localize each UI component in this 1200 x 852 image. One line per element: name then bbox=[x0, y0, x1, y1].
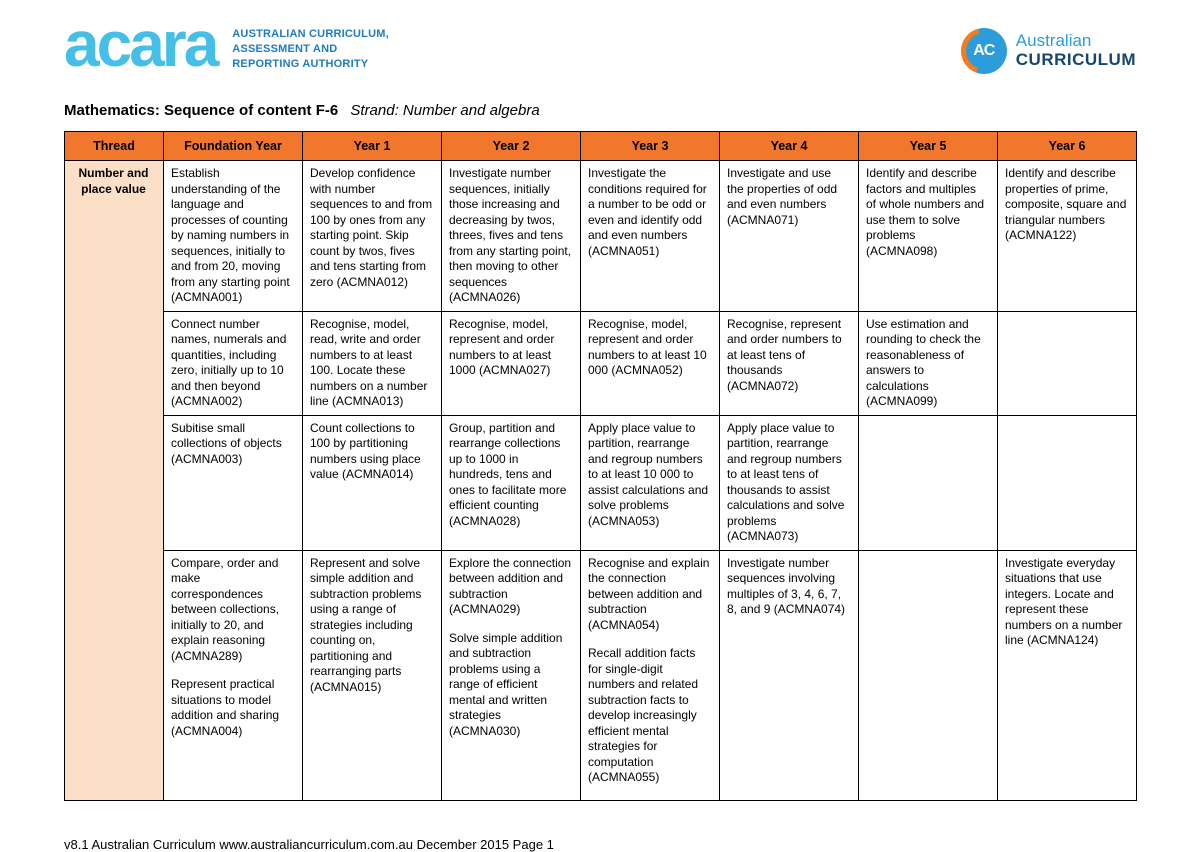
ac-logotype-line1: Australian bbox=[1015, 31, 1092, 51]
thread-cell: Number and place value bbox=[64, 160, 164, 801]
page-footer: v8.1 Australian Curriculum www.australia… bbox=[64, 836, 554, 852]
content-description: Establish understanding of the language … bbox=[171, 166, 290, 304]
table-cell: Investigate number sequences, initially … bbox=[441, 160, 581, 312]
content-description: Apply place value to partition, rearrang… bbox=[588, 420, 709, 528]
table-cell: Recognise, represent and order numbers t… bbox=[719, 310, 859, 416]
column-header-year-2: Year 2 bbox=[441, 131, 581, 161]
content-description: Count collections to 100 by partitioning… bbox=[310, 420, 421, 482]
table-row: Number and place value Establish underst… bbox=[64, 160, 1137, 801]
table-cell: Subitise small collections of objects (A… bbox=[163, 414, 303, 551]
content-description: Investigate the conditions required for … bbox=[588, 166, 707, 258]
column-header-thread: Thread bbox=[64, 131, 164, 161]
table-cell: Use estimation and rounding to check the… bbox=[858, 310, 998, 416]
table-header-row: Thread Foundation Year Year 1 Year 2 Yea… bbox=[64, 131, 1137, 161]
content-description: Develop confidence with number sequences… bbox=[310, 166, 433, 289]
table-cell: Recognise, model, represent and order nu… bbox=[441, 310, 581, 416]
table-row: Subitise small collections of objects (A… bbox=[65, 414, 1137, 551]
content-description: Use estimation and rounding to check the… bbox=[866, 316, 981, 409]
table-row: Compare, order and make correspondences … bbox=[65, 549, 1137, 801]
table-row: Connect number names, numerals and quant… bbox=[65, 310, 1137, 416]
table-cell: Connect number names, numerals and quant… bbox=[163, 310, 303, 416]
content-description: Investigate number sequences involving m… bbox=[727, 555, 846, 617]
column-header-year-4: Year 4 bbox=[719, 131, 859, 161]
column-header-foundation-year: Foundation Year bbox=[163, 131, 303, 161]
content-description: Represent and solve simple addition and … bbox=[310, 555, 422, 694]
content-description: Recognise, model, represent and order nu… bbox=[449, 316, 555, 378]
title-main: Mathematics: Sequence of content F-6 bbox=[64, 102, 339, 119]
table-cell: Identify and describe factors and multip… bbox=[858, 160, 998, 312]
table-cell-empty bbox=[997, 414, 1137, 551]
content-description: Recognise, represent and order numbers t… bbox=[727, 316, 842, 393]
content-description: Recognise, model, read, write and order … bbox=[310, 316, 428, 409]
acara-tagline: AUSTRALIAN CURRICULUM, ASSESSMENT AND RE… bbox=[232, 27, 389, 72]
thread-label: Number and place value bbox=[78, 166, 149, 196]
column-header-year-6: Year 6 bbox=[997, 131, 1137, 161]
acara-wordmark: acara bbox=[64, 8, 219, 80]
column-header-year-5: Year 5 bbox=[858, 131, 998, 161]
content-description: Group, partition and rearrange collectio… bbox=[449, 420, 567, 528]
column-header-year-3: Year 3 bbox=[580, 131, 720, 161]
content-description: Apply place value to partition, rearrang… bbox=[727, 420, 845, 544]
table-cell: Recognise, model, represent and order nu… bbox=[580, 310, 720, 416]
content-description: Recognise and explain the connection bet… bbox=[588, 555, 710, 632]
table-cell-empty bbox=[858, 414, 998, 551]
content-description: Represent practical situations to model … bbox=[171, 677, 280, 738]
table-cell-empty bbox=[997, 310, 1137, 416]
australian-curriculum-logotype: Australian CURRICULUM bbox=[1016, 32, 1136, 69]
table-cell: Represent and solve simple addition and … bbox=[302, 549, 442, 801]
content-description: Subitise small collections of objects (A… bbox=[171, 420, 282, 466]
content-description: Explore the connection between addition … bbox=[449, 555, 572, 617]
australian-curriculum-badge-icon: AC bbox=[960, 28, 1007, 74]
acara-tagline-line: AUSTRALIAN CURRICULUM, bbox=[232, 28, 389, 40]
table-cell: Recognise, model, read, write and order … bbox=[302, 310, 442, 416]
table-cell: Investigate the conditions required for … bbox=[580, 160, 720, 312]
table-cell: Apply place value to partition, rearrang… bbox=[719, 414, 859, 551]
content-description: Connect number names, numerals and quant… bbox=[171, 316, 287, 409]
content-description: Investigate everyday situations that use… bbox=[1005, 555, 1123, 648]
table-cell: Develop confidence with number sequences… bbox=[302, 160, 442, 312]
table-cell: Investigate everyday situations that use… bbox=[997, 549, 1137, 801]
table-cell: Recognise and explain the connection bet… bbox=[580, 549, 720, 801]
sequence-of-content-table: Thread Foundation Year Year 1 Year 2 Yea… bbox=[64, 131, 1137, 801]
content-description: Identify and describe properties of prim… bbox=[1005, 166, 1127, 242]
australian-curriculum-logo: AC Australian CURRICULUM bbox=[960, 28, 1136, 74]
table-cell: Count collections to 100 by partitioning… bbox=[302, 414, 442, 551]
table-cell-empty bbox=[858, 549, 998, 801]
content-description: Identify and describe factors and multip… bbox=[866, 166, 985, 258]
column-header-year-1: Year 1 bbox=[302, 131, 442, 161]
acara-tagline-line: REPORTING AUTHORITY bbox=[232, 57, 369, 70]
ac-badge-letters: AC bbox=[965, 33, 1002, 69]
document-title: Mathematics: Sequence of content F-6 Str… bbox=[64, 102, 1136, 119]
content-description: Investigate and use the properties of od… bbox=[727, 166, 838, 227]
title-strand: Strand: Number and algebra bbox=[350, 102, 540, 119]
table-cell: Investigate and use the properties of od… bbox=[719, 160, 859, 312]
content-description: Investigate number sequences, initially … bbox=[449, 166, 572, 304]
table-cell: Explore the connection between addition … bbox=[441, 549, 581, 801]
acara-tagline-line: ASSESSMENT AND bbox=[232, 42, 338, 55]
table-cell: Apply place value to partition, rearrang… bbox=[580, 414, 720, 551]
table-cell: Compare, order and make correspondences … bbox=[163, 549, 303, 801]
content-description: Solve simple addition and subtraction pr… bbox=[449, 630, 563, 738]
table-cell: Identify and describe properties of prim… bbox=[997, 160, 1137, 312]
content-description: Recognise, model, represent and order nu… bbox=[588, 316, 707, 378]
content-description: Recall addition facts for single-digit n… bbox=[588, 646, 699, 784]
table-cell: Group, partition and rearrange collectio… bbox=[441, 414, 581, 551]
table-cell: Establish understanding of the language … bbox=[163, 160, 303, 312]
content-description: Compare, order and make correspondences … bbox=[171, 555, 280, 663]
acara-logo: acara AUSTRALIAN CURRICULUM, ASSESSMENT … bbox=[64, 8, 389, 80]
table-cell: Investigate number sequences involving m… bbox=[719, 549, 859, 801]
page-header: acara AUSTRALIAN CURRICULUM, ASSESSMENT … bbox=[64, 8, 1136, 86]
ac-logotype-line2: CURRICULUM bbox=[1015, 50, 1136, 69]
